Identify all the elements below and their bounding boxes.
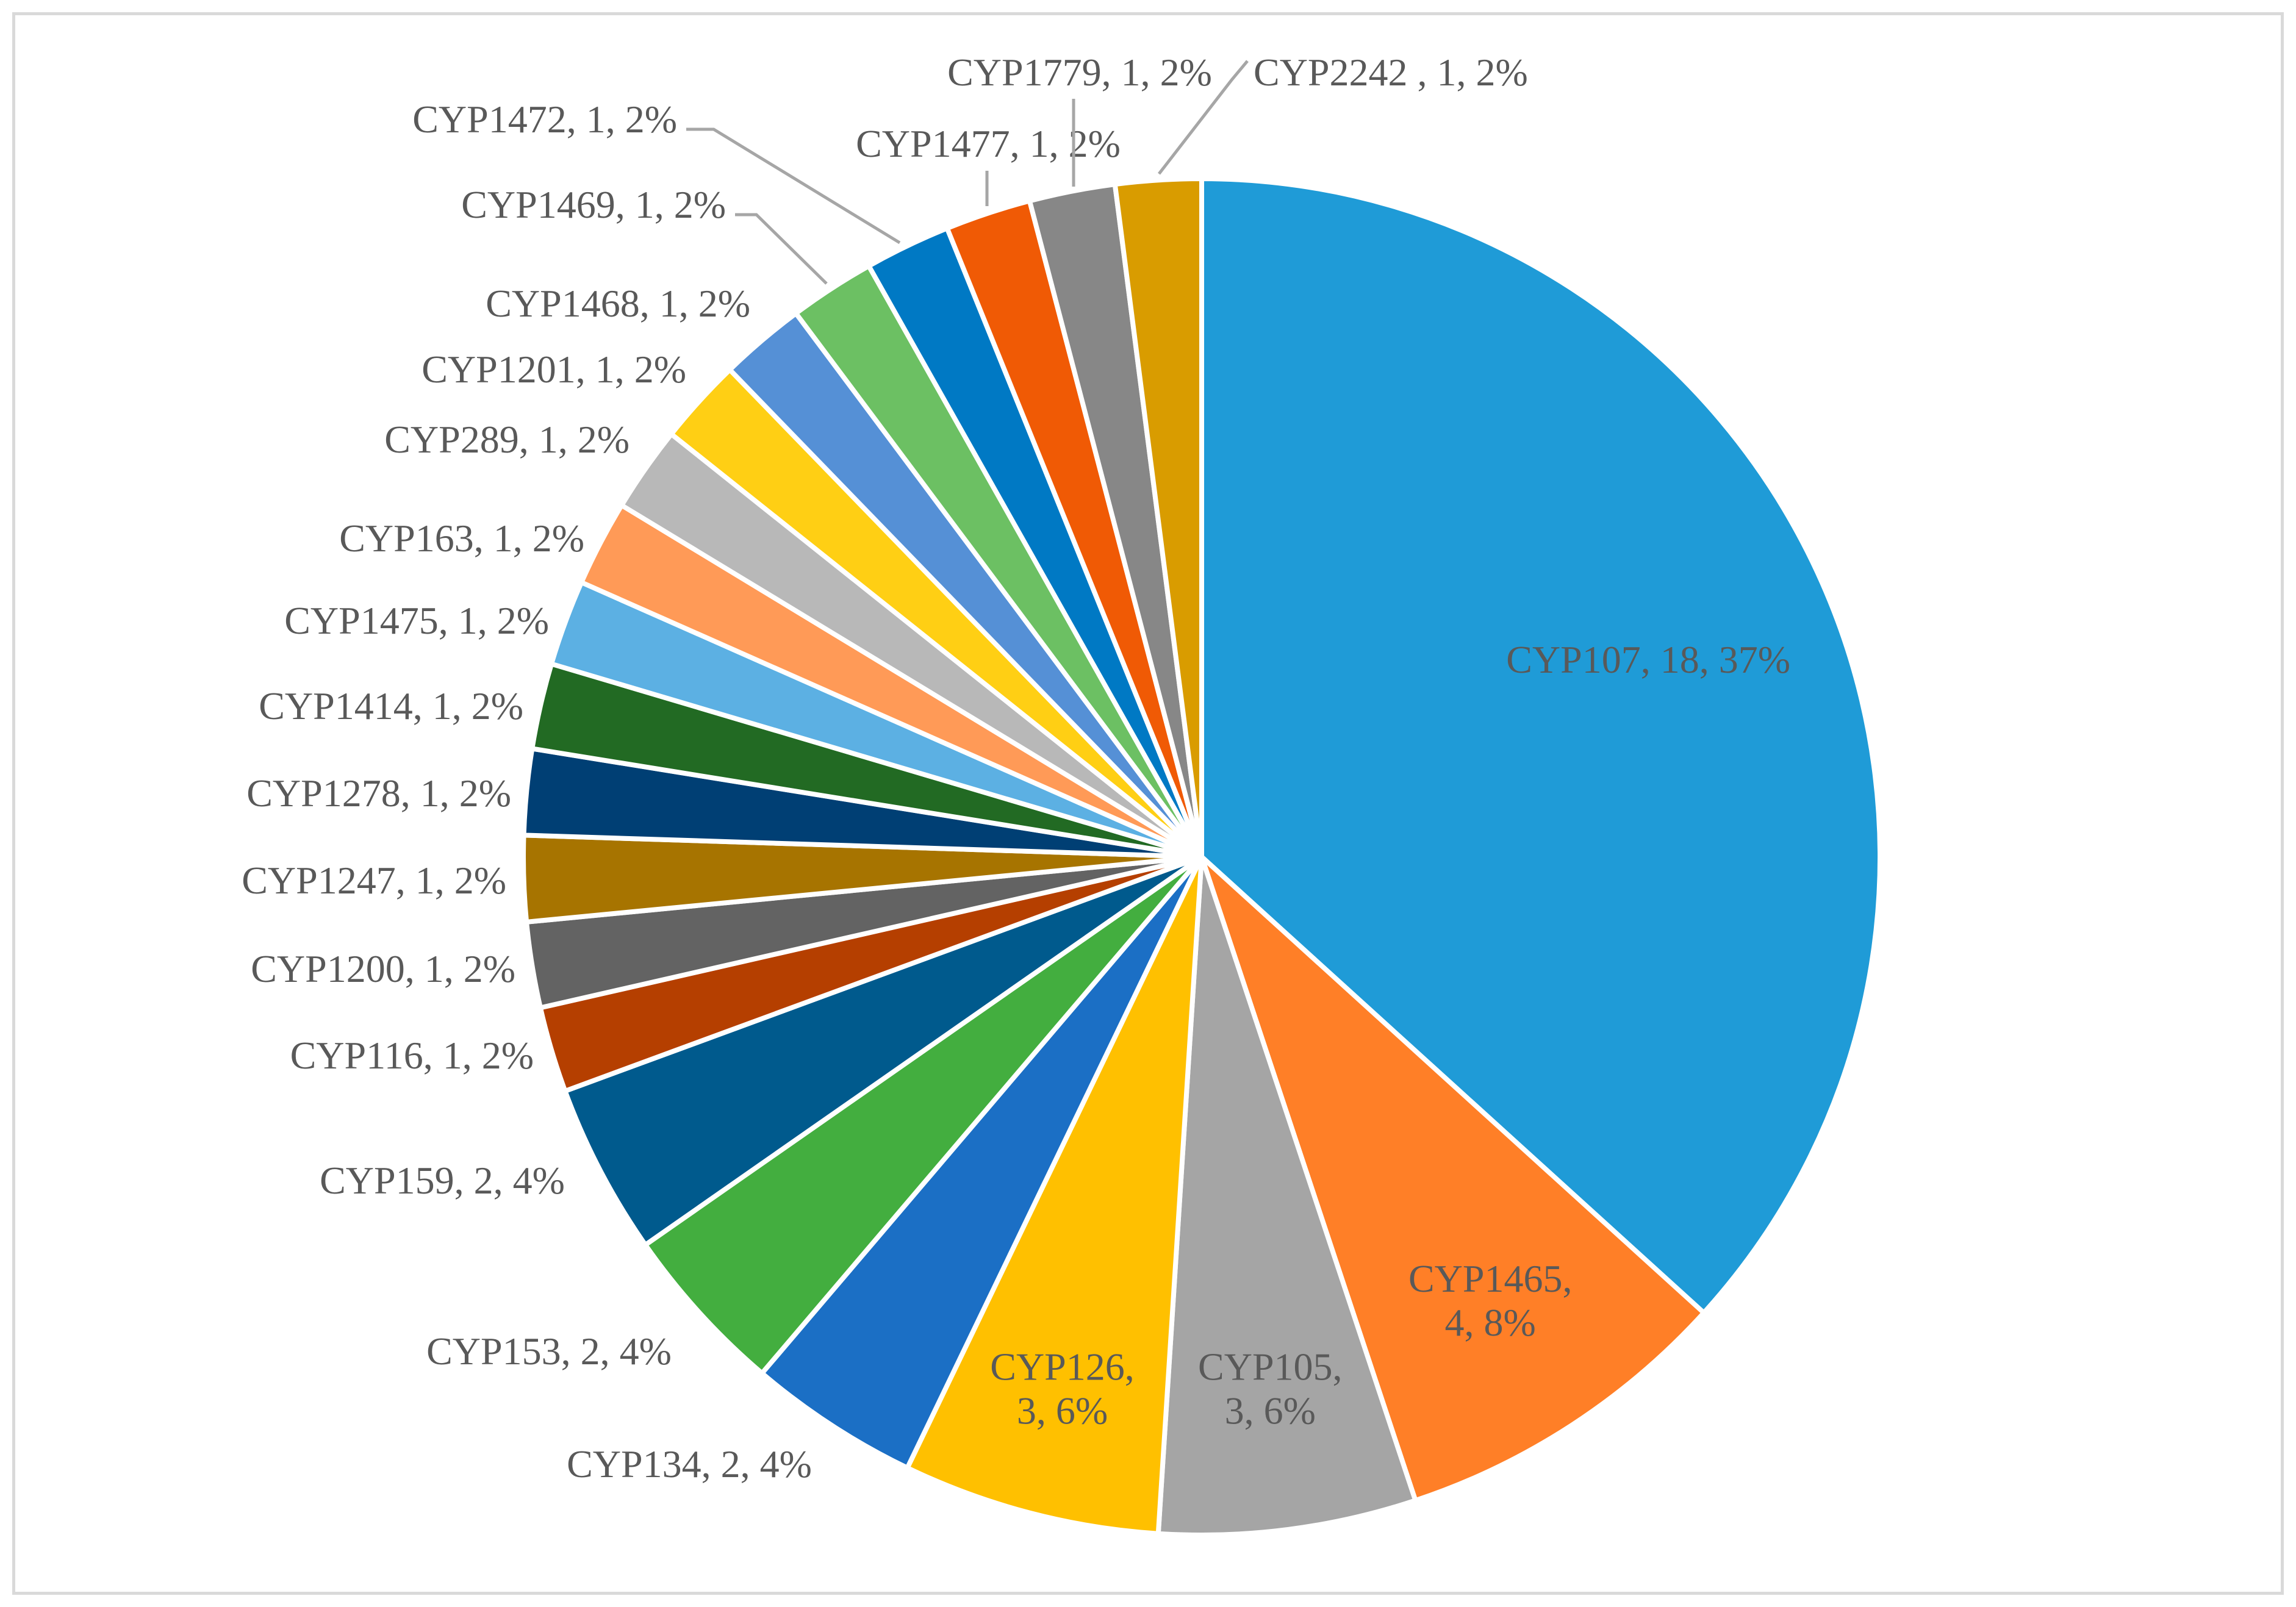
slice-label-cyp116: CYP116, 1, 2% [290, 1034, 534, 1077]
slice-label-cyp134: CYP134, 2, 4% [567, 1442, 812, 1486]
slice-label-cyp107: CYP107, 18, 37% [1506, 638, 1790, 681]
slice-cyp126 [905, 854, 1204, 1536]
leader-line-cyp2242 [1158, 60, 1249, 175]
slice-cyp134 [759, 854, 1204, 1470]
slice-label-cyp1477: CYP1477, 1, 2% [856, 122, 1121, 165]
slice-label-cyp153: CYP153, 2, 4% [426, 1330, 672, 1373]
slice-label-cyp1414: CYP1414, 1, 2% [259, 684, 523, 728]
slice-label-cyp1200: CYP1200, 1, 2% [251, 947, 515, 990]
slice-label-cyp1779: CYP1779, 1, 2% [947, 51, 1212, 94]
slice-label-cyp1472: CYP1472, 1, 2% [412, 98, 677, 141]
slice-label-cyp159: CYP159, 2, 4% [320, 1159, 565, 1202]
slice-label-cyp105: CYP105, 3, 6% [1198, 1345, 1343, 1432]
slice-cyp159 [562, 854, 1204, 1248]
leader-line-cyp1469 [735, 213, 828, 285]
slice-label-cyp1465: CYP1465, 4, 8% [1408, 1257, 1573, 1344]
slice-cyp153 [643, 854, 1204, 1376]
slice-cyp107 [1199, 176, 1882, 1315]
slice-label-cyp289: CYP289, 1, 2% [384, 418, 630, 461]
slice-label-cyp126: CYP126, 3, 6% [990, 1345, 1135, 1432]
slice-label-cyp1247: CYP1247, 1, 2% [242, 859, 506, 902]
slice-label-cyp1278: CYP1278, 1, 2% [246, 771, 511, 815]
slice-cyp105 [1155, 854, 1418, 1537]
slice-label-cyp163: CYP163, 1, 2% [339, 517, 584, 560]
slice-label-cyp1468: CYP1468, 1, 2% [486, 282, 750, 325]
slice-label-cyp1469: CYP1469, 1, 2% [461, 183, 726, 226]
slice-label-cyp2242: CYP2242 , 1, 2% [1254, 51, 1528, 94]
leader-line-cyp1472 [686, 127, 901, 245]
slice-cyp2242 [1112, 176, 1204, 859]
slice-cyp1465 [1199, 854, 1707, 1503]
slice-label-cyp1475: CYP1475, 1, 2% [284, 599, 549, 642]
slice-label-cyp1201: CYP1201, 1, 2% [422, 348, 686, 391]
